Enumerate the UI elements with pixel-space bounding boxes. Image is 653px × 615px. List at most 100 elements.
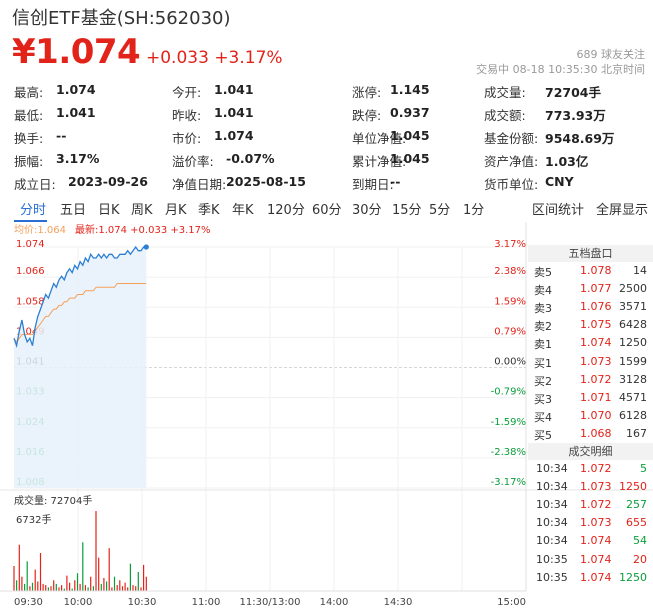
fullscreen-button[interactable]: 全屏显示	[596, 203, 649, 218]
tab-3[interactable]: 周K	[131, 203, 153, 218]
tab-4[interactable]: 月K	[165, 203, 187, 218]
order-book-row: 买4 1.070 6128	[528, 407, 653, 425]
price-area	[14, 247, 147, 488]
avg-price-legend: 均价:1.064	[14, 224, 66, 236]
range-stats-button[interactable]: 区间统计	[532, 203, 585, 218]
follower-count[interactable]: 689 球友关注	[576, 48, 646, 61]
volume-bar	[108, 548, 110, 591]
stat-value: --	[390, 174, 401, 189]
stat-label: 涨停:	[352, 85, 382, 100]
order-book-label: 卖4	[534, 284, 552, 298]
volume-bar	[111, 587, 113, 591]
order-book-row: 卖4 1.077 2500	[528, 280, 653, 298]
tab-0[interactable]: 分时	[20, 203, 47, 218]
volume-bar	[95, 511, 97, 591]
stat-value: 1.045	[390, 128, 430, 143]
tab-8[interactable]: 60分	[312, 203, 342, 218]
pct-tick-label: -3.17%	[491, 477, 526, 488]
current-price: ¥1.074	[12, 32, 141, 72]
tab-9[interactable]: 30分	[352, 203, 382, 218]
trade-qty: 20	[633, 552, 647, 566]
pct-tick-label: 3.17%	[494, 239, 526, 250]
stat-value: 1.074	[56, 82, 96, 97]
stat-label: 单位净值:	[352, 131, 407, 146]
order-book-row: 买3 1.071 4571	[528, 389, 653, 407]
pct-tick-label: -0.79%	[491, 387, 526, 398]
tab-11[interactable]: 5分	[429, 203, 451, 218]
order-book-row: 卖1 1.074 1250	[528, 334, 653, 352]
volume-bar	[129, 563, 131, 591]
x-tick-label: 10:00	[64, 597, 93, 608]
volume-max-label: 6732手	[16, 513, 51, 526]
stat-label: 成立日:	[14, 177, 56, 192]
volume-bar	[31, 582, 34, 591]
order-book-price: 1.070	[580, 408, 612, 422]
tab-5[interactable]: 季K	[198, 203, 220, 218]
stat-row: 最高: 1.074 今开: 1.041 涨停: 1.145 成交量: 72704手	[0, 82, 653, 102]
order-book-label: 买2	[534, 374, 552, 388]
x-tick-label: 15:00	[497, 597, 526, 608]
pct-tick-label: 2.38%	[494, 266, 526, 277]
order-book-title: 五档盘口	[528, 245, 653, 262]
order-book-price: 1.073	[580, 354, 612, 368]
volume-bar	[18, 544, 20, 591]
latest-price-dot	[143, 244, 149, 250]
x-tick-label: 11:30/13:00	[239, 597, 300, 608]
stat-label: 换手:	[14, 131, 44, 146]
stat-label: 市价:	[172, 131, 202, 146]
active-tab-underline	[14, 220, 47, 222]
volume-bar	[55, 583, 57, 591]
tab-12[interactable]: 1分	[463, 203, 485, 218]
trade-time: 10:34	[536, 462, 568, 475]
stat-value: 2023-09-26	[68, 174, 148, 189]
order-book-label: 卖2	[534, 320, 552, 334]
stat-value: 1.041	[214, 105, 254, 120]
volume-bar	[37, 581, 39, 591]
y-tick-label: 1.066	[16, 266, 45, 277]
order-book-label: 卖5	[534, 266, 552, 279]
tab-7[interactable]: 120分	[267, 203, 305, 218]
volume-bar	[42, 583, 44, 591]
tab-6[interactable]: 年K	[232, 203, 254, 218]
volume-bar	[119, 580, 121, 591]
trade-status: 交易中 08-18 10:35:30 北京时间	[476, 63, 645, 76]
order-book-label: 买1	[534, 356, 552, 370]
volume-bar	[63, 588, 65, 591]
trade-time: 10:34	[536, 480, 568, 494]
trade-row: 10:34 1.072 5	[528, 460, 653, 478]
stat-label: 累计净值:	[352, 154, 407, 169]
stat-label: 货币单位:	[484, 177, 539, 192]
tab-10[interactable]: 15分	[392, 203, 422, 218]
intraday-chart[interactable]: 均价:1.064 最新:1.074 +0.033 +3.17% 1.074 3.17%…	[0, 222, 653, 615]
order-book-price: 1.077	[580, 282, 612, 296]
volume-bar	[113, 576, 116, 591]
y-tick-label: 1.049	[16, 326, 45, 337]
volume-bar	[135, 586, 137, 591]
volume-bar	[58, 587, 60, 591]
stat-value: -0.07%	[226, 151, 275, 166]
volume-bar	[26, 561, 28, 591]
stat-value: 3.17%	[56, 151, 100, 166]
volume-bar	[87, 587, 89, 591]
volume-bar	[53, 580, 55, 591]
tab-1[interactable]: 五日	[60, 203, 87, 218]
pct-tick-label: -2.38%	[491, 447, 526, 458]
volume-bar	[84, 585, 86, 591]
trades-title: 成交明细	[528, 443, 653, 460]
trade-row: 10:34 1.072 257	[528, 496, 653, 514]
tab-2[interactable]: 日K	[98, 203, 120, 218]
trade-row: 10:35 1.074 1250	[528, 569, 653, 587]
volume-bar	[71, 588, 73, 591]
stat-row: 成立日: 2023-09-26 净值日期: 2025-08-15 到期日: -- 货币单位:…	[0, 174, 653, 194]
volume-bar	[132, 585, 134, 591]
trade-price: 1.072	[580, 498, 612, 512]
trade-price: 1.072	[580, 462, 612, 475]
order-book-price: 1.075	[580, 318, 612, 332]
stat-label: 今开:	[172, 85, 202, 100]
latest-price-legend: 最新:1.074 +0.033 +3.17%	[75, 223, 211, 236]
trade-time: 10:34	[536, 498, 568, 512]
volume-bar	[16, 580, 18, 591]
avg-price-line	[13, 283, 147, 343]
stat-label: 跌停:	[352, 108, 382, 123]
trade-row: 10:34 1.073 655	[528, 514, 653, 532]
